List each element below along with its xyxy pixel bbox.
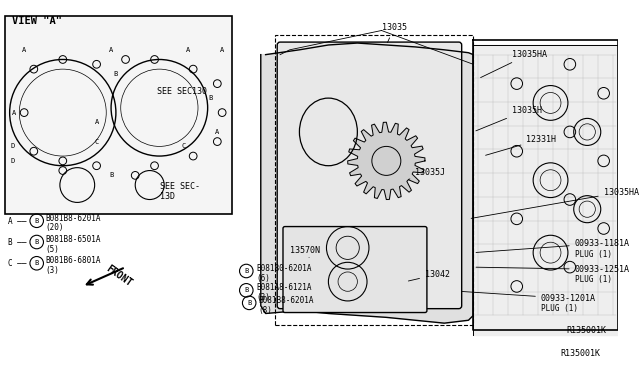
Text: B ──: B ── [8,238,26,247]
Text: (5): (5) [45,245,60,254]
Text: C: C [181,143,186,150]
Polygon shape [348,122,425,199]
Text: FRONT: FRONT [104,263,134,288]
Text: C ──: C ── [8,259,26,268]
Text: A ──: A ── [8,217,26,226]
Text: PLUG (1): PLUG (1) [541,304,578,312]
Text: SEE SEC130: SEE SEC130 [157,87,207,96]
Text: 00933-1201A: 00933-1201A [461,291,596,303]
Text: B081A8-6121A: B081A8-6121A [256,283,312,292]
Text: A: A [12,110,17,116]
Text: PLUG (1): PLUG (1) [575,275,612,283]
Text: B081B8-6501A: B081B8-6501A [45,235,101,244]
Text: 12331H: 12331H [486,135,556,155]
Text: 00933-1181A: 00933-1181A [476,239,630,253]
Text: C: C [95,139,99,145]
Text: 13035J: 13035J [408,169,445,179]
Text: A: A [109,47,113,53]
Polygon shape [473,45,618,335]
Text: B: B [244,268,248,274]
Bar [275,35,473,325]
Text: R135001K: R135001K [566,326,607,335]
Text: R135001K: R135001K [561,349,601,358]
Text: 13570N: 13570N [290,246,320,257]
Polygon shape [260,43,473,323]
Text: 13035: 13035 [381,23,406,42]
Text: PLUG (1): PLUG (1) [575,250,612,260]
Circle shape [372,147,401,175]
Text: B: B [109,172,113,179]
Text: 13035HA: 13035HA [481,49,547,78]
Text: B: B [247,300,252,306]
Text: (8): (8) [259,305,273,315]
Text: B: B [209,95,212,101]
Text: B: B [35,239,39,245]
Text: B: B [35,218,39,224]
Text: (20): (20) [45,224,64,232]
Text: 13042: 13042 [408,270,450,281]
Text: (6): (6) [256,274,270,283]
Text: B: B [35,260,39,266]
Text: (3): (3) [45,266,60,275]
Text: A: A [215,129,220,135]
Text: SEE SEC-
13D: SEE SEC- 13D [161,182,200,202]
Text: B081B6-6801A: B081B6-6801A [45,256,101,265]
Text: 13035H: 13035H [476,106,542,131]
Text: B: B [114,71,118,77]
Text: A: A [186,47,191,53]
FancyBboxPatch shape [277,42,461,309]
FancyBboxPatch shape [283,227,427,312]
Text: VIEW "A": VIEW "A" [12,16,61,26]
Text: B: B [244,287,248,293]
Text: B081B8-6201A: B081B8-6201A [45,214,101,223]
Text: A: A [220,47,224,53]
Text: (3): (3) [256,293,270,302]
Text: D: D [10,158,15,164]
Bar [5,16,232,214]
Text: B081B8-6201A: B081B8-6201A [259,296,314,305]
Text: D: D [10,143,15,150]
Text: 13035HA: 13035HA [471,188,639,218]
Text: B081B0-6201A: B081B0-6201A [256,264,312,273]
Text: A: A [22,47,26,53]
Text: A: A [95,119,99,125]
Text: 00933-1251A: 00933-1251A [476,265,630,274]
